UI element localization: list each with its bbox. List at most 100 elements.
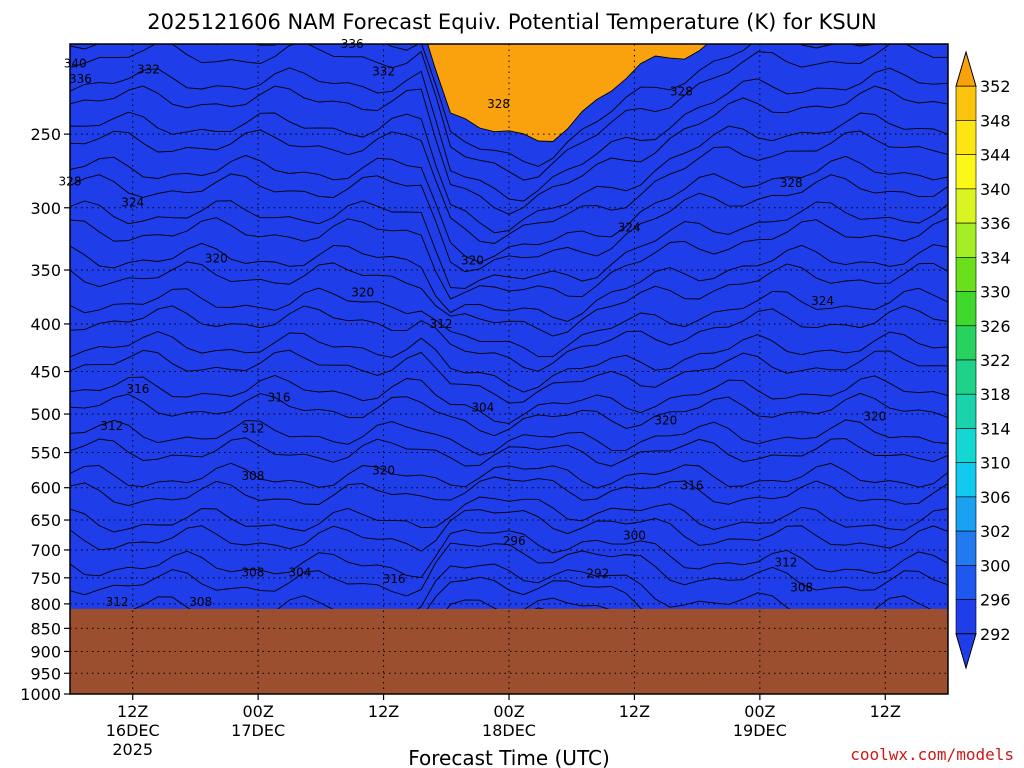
y-tick-label: 750	[30, 569, 61, 588]
contour-label: 328	[487, 97, 510, 111]
y-tick-label: 850	[30, 619, 61, 638]
contour-label: 312	[775, 555, 798, 569]
contour-line	[70, 242, 948, 322]
contour-label: 328	[670, 85, 693, 99]
colorbar-swatch	[955, 120, 977, 155]
colorbar-label: 300	[980, 556, 1011, 575]
x-tick-label: 00Z	[242, 702, 273, 721]
colorbar-label: 292	[980, 625, 1011, 644]
colorbar-swatch	[955, 325, 977, 361]
contour-label: 340	[64, 57, 87, 71]
colorbar-swatch	[955, 393, 977, 429]
colorbar-swatch	[955, 530, 977, 566]
colorbar-label: 336	[980, 214, 1011, 233]
x-axis-label: Forecast Time (UTC)	[408, 746, 610, 768]
x-tick-label: 18DEC	[482, 721, 536, 740]
colorbar-label: 334	[980, 248, 1011, 267]
colorbar-swatch	[955, 462, 977, 498]
y-tick-label: 700	[30, 541, 61, 560]
colorbar-label: 330	[980, 283, 1011, 302]
colorbar-label: 318	[980, 385, 1011, 404]
contour-label: 320	[654, 413, 677, 427]
colorbar-swatch	[955, 565, 977, 600]
contour-line	[70, 200, 948, 289]
contour-label: 336	[69, 72, 92, 86]
contour-line	[427, 44, 708, 142]
contour-line	[70, 375, 948, 424]
contour-line	[70, 129, 948, 244]
contour-label: 320	[863, 409, 886, 423]
colorbar-swatch	[955, 359, 977, 395]
contour-label: 316	[268, 391, 291, 405]
chart-title: 2025121606 NAM Forecast Equiv. Potential…	[147, 10, 877, 34]
y-tick-label: 550	[30, 444, 61, 463]
y-axis: 250 300 350 400 450 500 550 600 650 700 750 800 850 9…	[20, 125, 70, 704]
contour-label: 304	[288, 565, 311, 579]
y-tick-label: 300	[30, 199, 61, 218]
contour-line	[70, 173, 948, 273]
y-tick-label: 950	[30, 664, 61, 683]
colorbar-swatch	[955, 222, 977, 258]
contour-label: 308	[189, 595, 212, 609]
contour-labels: 3403363323363323283283283283243243203203…	[59, 37, 887, 609]
contour-line	[70, 462, 948, 489]
y-tick-label: 400	[30, 315, 61, 334]
contour-line	[70, 217, 948, 300]
contour-label: 328	[780, 176, 803, 190]
y-tick-label: 1000	[20, 685, 61, 704]
colorbar-arrow-bottom	[955, 633, 977, 670]
colorbar-label: 302	[980, 522, 1011, 541]
x-tick-label: 17DEC	[231, 721, 285, 740]
colorbar-swatch	[955, 154, 977, 190]
colorbar-label: 306	[980, 488, 1011, 507]
y-tick-label: 350	[30, 261, 61, 280]
contour-line	[70, 85, 948, 215]
colorbar: 352 348 344 340 336 334 330 326 322 318 314 310 306 3…	[955, 50, 1011, 670]
x-tick-label: 00Z	[744, 702, 775, 721]
colorbar-label: 340	[980, 180, 1011, 199]
colorbar-label: 322	[980, 351, 1011, 370]
y-tick-label: 500	[30, 405, 61, 424]
contour-line	[70, 111, 948, 234]
contour-line	[70, 154, 948, 263]
y-tick-label: 650	[30, 511, 61, 530]
y-tick-label: 800	[30, 595, 61, 614]
contour-line	[70, 529, 948, 579]
contour-label: 316	[680, 479, 703, 493]
contour-line	[70, 349, 948, 404]
colorbar-label: 326	[980, 317, 1011, 336]
x-tick-label: 19DEC	[733, 721, 787, 740]
contour-label: 324	[811, 294, 834, 308]
colorbar-label: 344	[980, 146, 1011, 165]
contour-label: 324	[618, 220, 641, 234]
contour-label: 308	[241, 565, 264, 579]
x-tick-label: 00Z	[493, 702, 524, 721]
contour-label: 304	[471, 401, 494, 415]
x-tick-label: 16DEC	[106, 721, 160, 740]
y-tick-label: 600	[30, 479, 61, 498]
colorbar-arrow-top	[955, 50, 977, 87]
contour-label: 296	[503, 534, 526, 548]
y-tick-label: 250	[30, 125, 61, 144]
contour-label: 320	[372, 464, 395, 478]
x-tick-label: 12Z	[619, 702, 650, 721]
credit-label: coolwx.com/models	[850, 745, 1014, 764]
contour-label: 332	[372, 64, 395, 78]
x-tick-label: 12Z	[368, 702, 399, 721]
x-tick-label: 12Z	[117, 702, 148, 721]
contour-label: 320	[205, 251, 228, 265]
colorbar-label: 348	[980, 111, 1011, 130]
contour-label: 316	[383, 572, 406, 586]
colorbar-label: 310	[980, 454, 1011, 473]
contour-label: 312	[100, 419, 123, 433]
contour-line	[70, 261, 948, 337]
contour-label: 312	[106, 595, 129, 609]
contour-label: 332	[137, 62, 160, 76]
colorbar-swatch	[955, 188, 977, 224]
contour-label: 292	[586, 566, 609, 580]
grid-lines	[70, 44, 948, 695]
contour-label: 312	[241, 421, 264, 435]
colorbar-swatch	[955, 428, 977, 463]
